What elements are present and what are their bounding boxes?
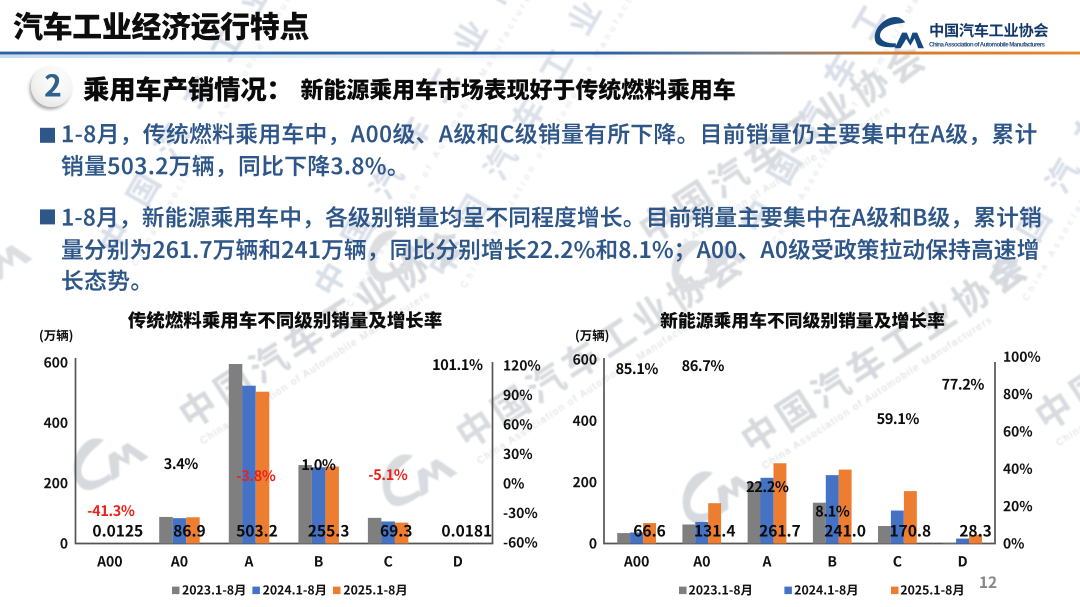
svg-text:China Association of Automobil: China Association of Automobile Manufact… — [929, 42, 1046, 49]
